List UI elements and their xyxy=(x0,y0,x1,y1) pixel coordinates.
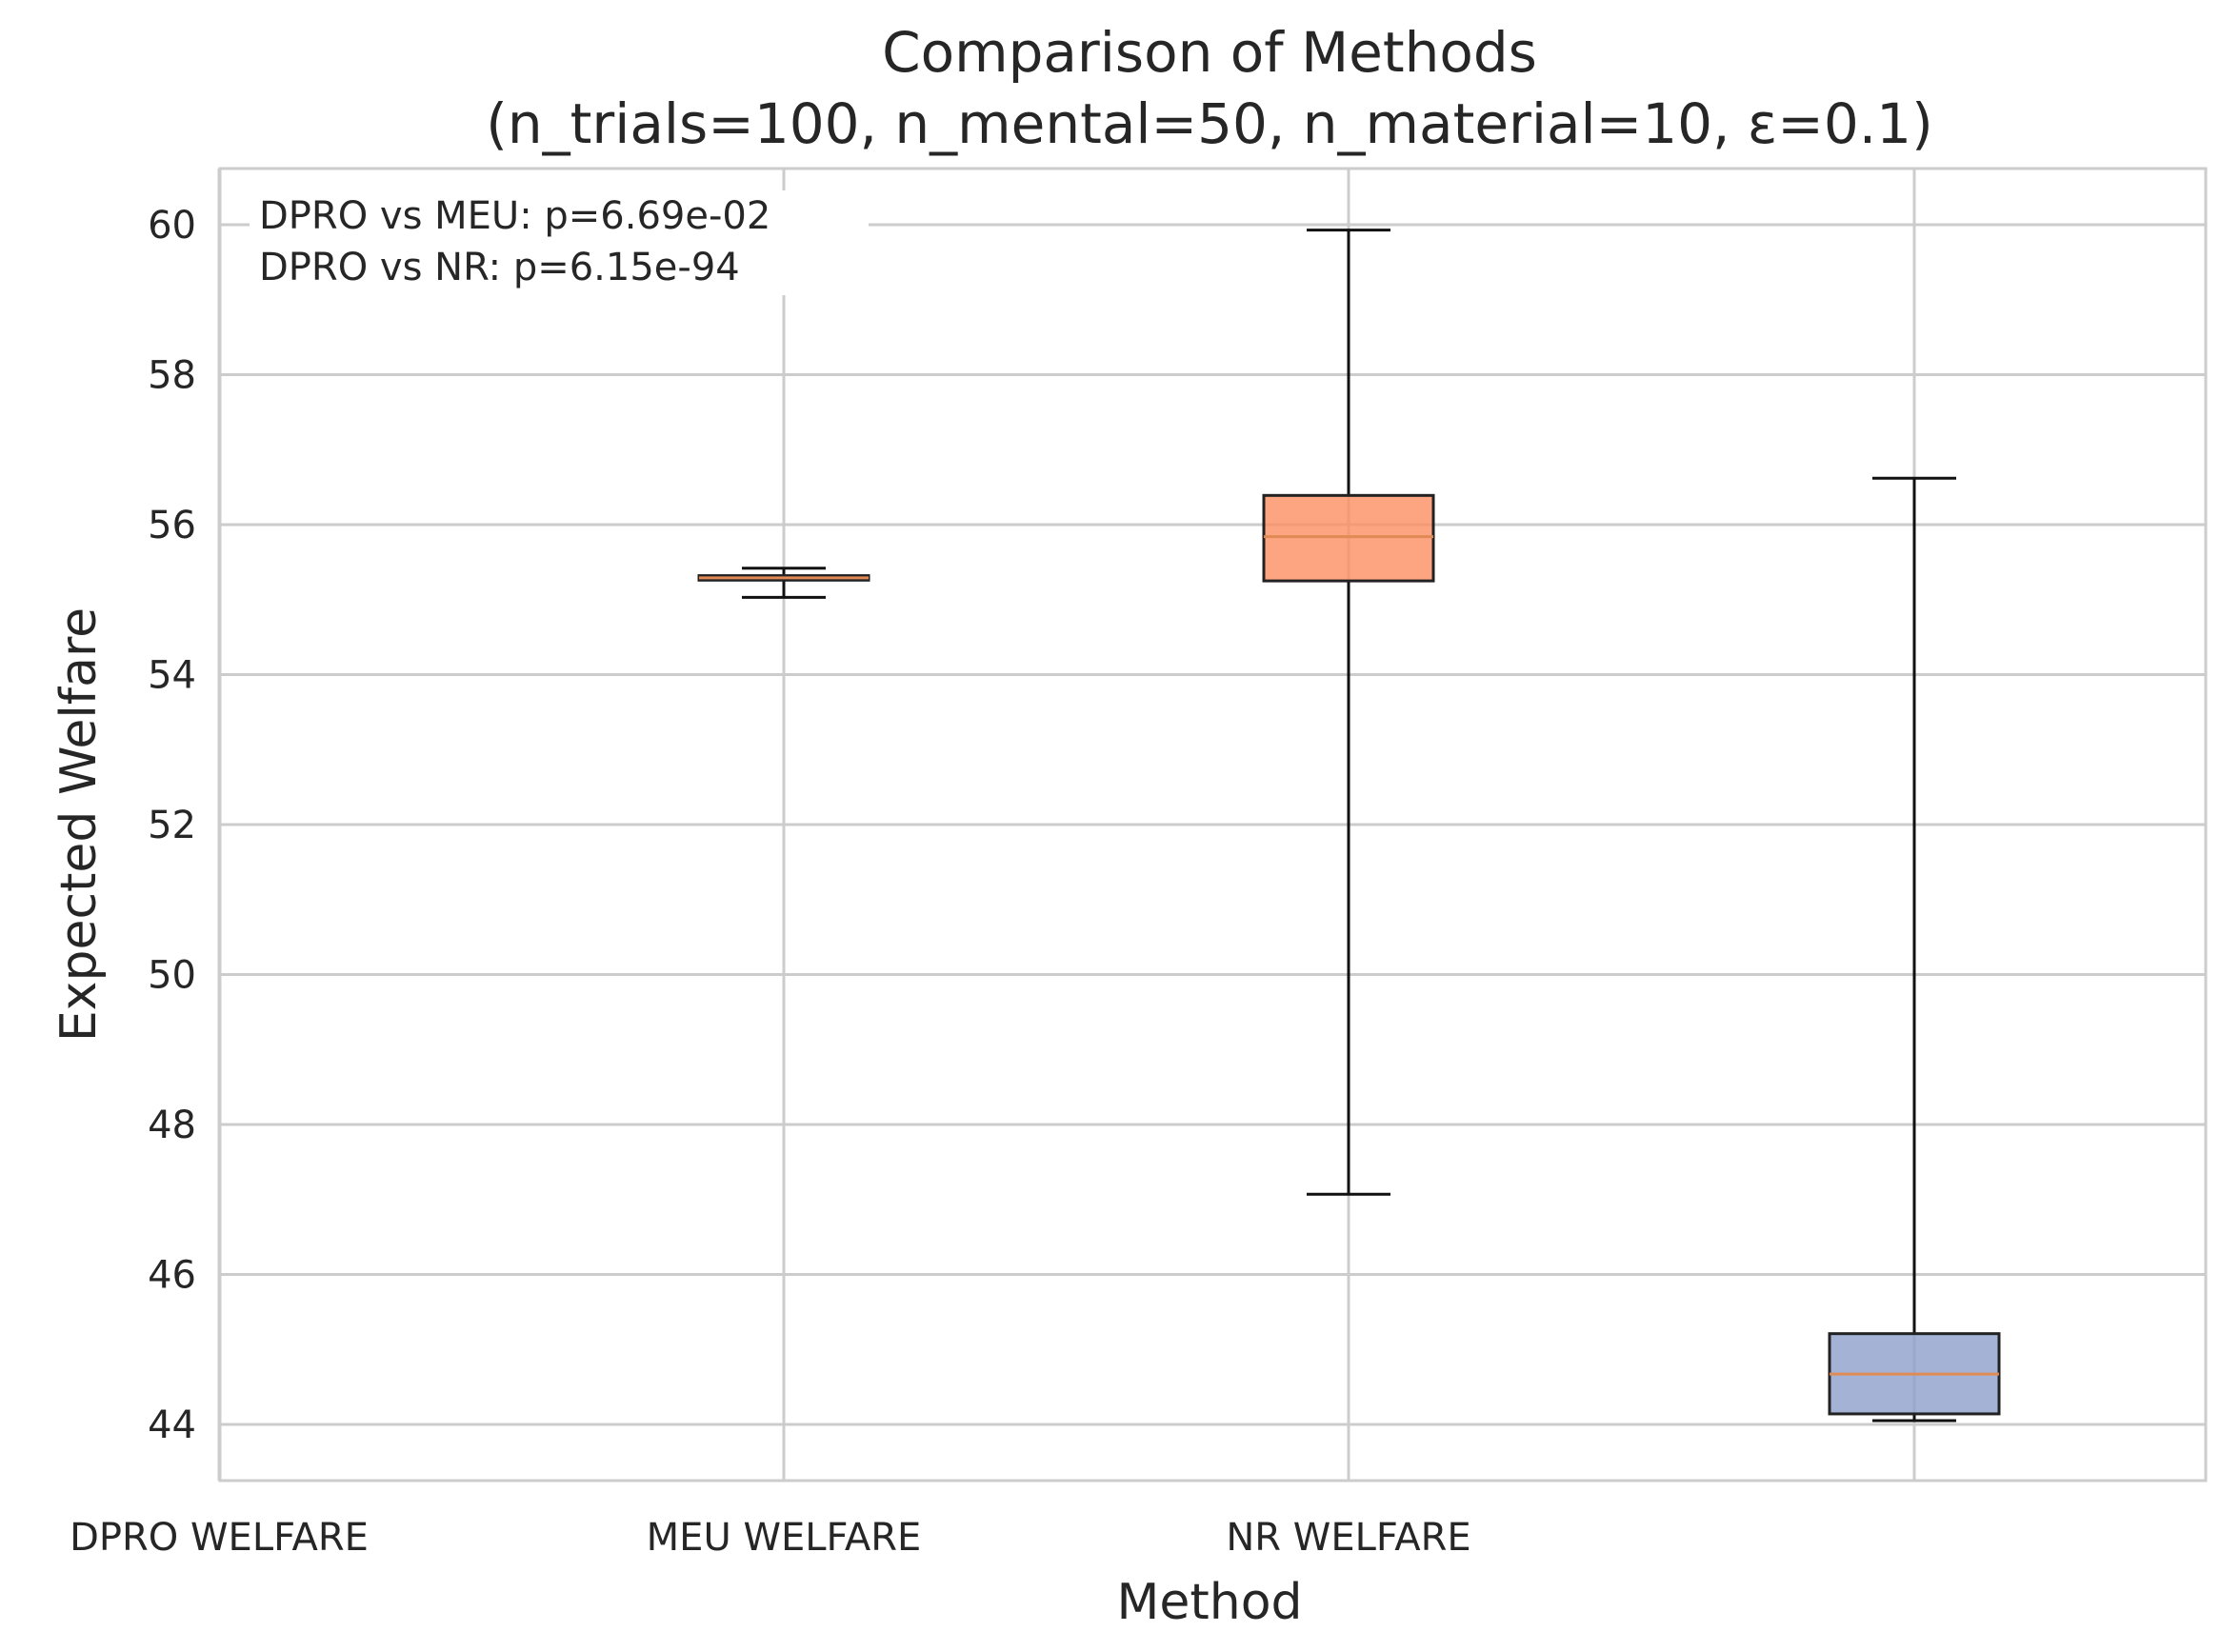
box-series xyxy=(697,229,2001,1423)
grid-lines xyxy=(217,169,2206,1481)
chart-subtitle: (n_trials=100, n_mental=50, n_material=1… xyxy=(486,91,1932,156)
annotation-dpro-vs-nr: DPRO vs NR: p=6.15e-94 xyxy=(259,246,740,289)
box-plot-item xyxy=(1262,229,1435,1196)
plot-frame xyxy=(218,167,2208,1483)
annotation-background xyxy=(250,190,869,295)
y-tick-label: 56 xyxy=(148,504,196,547)
box-iqr xyxy=(1262,493,1435,583)
y-tick-label: 44 xyxy=(148,1403,196,1447)
y-tick-label: 60 xyxy=(148,204,196,248)
y-tick-labels: 44 46 48 50 52 54 56 58 60 xyxy=(148,204,196,1447)
chart-title: Comparison of Methods xyxy=(882,20,1537,85)
y-tick-label: 46 xyxy=(148,1253,196,1297)
y-axis-label: Expected Welfare xyxy=(50,607,108,1042)
y-tick-label: 52 xyxy=(148,804,196,847)
y-tick-label: 54 xyxy=(148,654,196,698)
x-tick-labels: DPRO WELFARE MEU WELFARE NR WELFARE xyxy=(70,1516,1471,1560)
x-tick-label: DPRO WELFARE xyxy=(70,1516,369,1560)
box-plot-item xyxy=(697,567,870,599)
x-tick-label: MEU WELFARE xyxy=(647,1516,922,1560)
annotation-dpro-vs-meu: DPRO vs MEU: p=6.69e-02 xyxy=(259,194,770,238)
box-plot-item xyxy=(1828,476,2001,1423)
x-axis-label: Method xyxy=(1116,1574,1302,1631)
y-tick-label: 50 xyxy=(148,953,196,997)
y-tick-label: 58 xyxy=(148,354,196,398)
y-tick-label: 48 xyxy=(148,1104,196,1147)
x-tick-label: NR WELFARE xyxy=(1226,1516,1470,1560)
